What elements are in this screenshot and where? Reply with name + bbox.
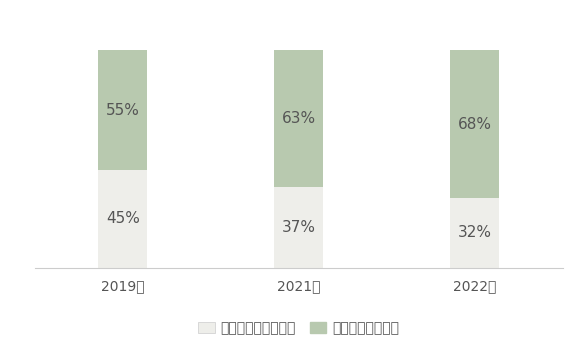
Bar — [450, 50, 499, 198]
Bar — [274, 50, 323, 187]
Text: 68%: 68% — [458, 117, 492, 132]
Bar — [274, 187, 323, 268]
Bar — [98, 170, 147, 268]
Legend: ガソリン車のみ考慮, 電気自動車を考慮: ガソリン車のみ考慮, 電気自動車を考慮 — [193, 316, 405, 341]
Text: 55%: 55% — [106, 103, 140, 118]
Text: 32%: 32% — [458, 226, 492, 241]
Text: 45%: 45% — [106, 211, 140, 226]
Text: 63%: 63% — [282, 111, 316, 126]
Bar — [450, 198, 499, 268]
Text: 37%: 37% — [282, 220, 316, 235]
Bar — [98, 50, 147, 170]
